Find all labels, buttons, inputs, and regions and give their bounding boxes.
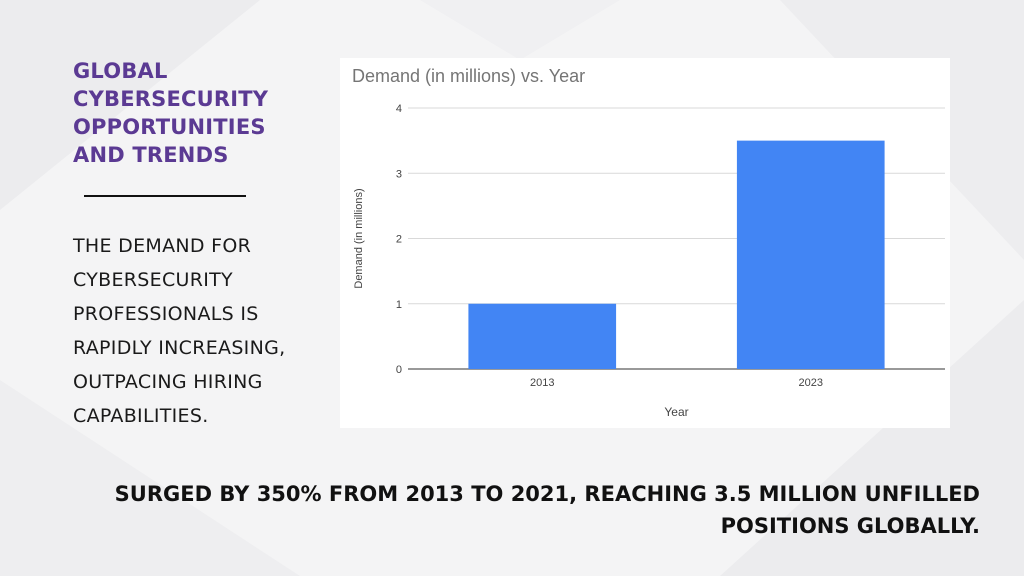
y-tick-label: 1 (396, 299, 402, 311)
bar (468, 303, 617, 369)
title-line: CYBERSECURITY (73, 87, 269, 111)
description-line: OUTPACING HIRING (73, 371, 263, 393)
y-tick-label: 2 (396, 234, 402, 246)
y-tick-label: 3 (396, 168, 402, 180)
bar-chart: Demand (in millions) vs. Year 0 1 2 3 4 2013 20… (340, 58, 950, 428)
footer-statement: SURGED BY 350% FROM 2013 TO 2021, REACHI… (40, 478, 980, 542)
y-axis-label: Demand (in millions) (353, 188, 365, 288)
description-line: THE DEMAND FOR (73, 235, 252, 257)
footer-line: SURGED BY 350% FROM 2013 TO 2021, REACHI… (114, 482, 980, 506)
x-tick-label: 2013 (530, 377, 554, 389)
title-line: AND TRENDS (73, 143, 229, 167)
description-line: PROFESSIONALS IS (73, 303, 259, 325)
title-divider (84, 195, 246, 197)
description-line: RAPIDLY INCREASING, (73, 337, 286, 359)
title-line: OPPORTUNITIES (73, 115, 266, 139)
chart-svg: Demand (in millions) vs. Year 0 1 2 3 4 2013 20… (352, 66, 945, 419)
title-line: GLOBAL (73, 59, 168, 83)
page-title: GLOBAL CYBERSECURITY OPPORTUNITIES AND T… (73, 57, 303, 169)
x-tick-label: 2023 (799, 377, 823, 389)
description-line: CYBERSECURITY (73, 269, 233, 291)
bar (736, 140, 885, 369)
description-text: THE DEMAND FOR CYBERSECURITY PROFESSIONA… (73, 229, 333, 433)
chart-title: Demand (in millions) vs. Year (352, 66, 585, 86)
y-tick-label: 4 (396, 103, 402, 115)
y-tick-label: 0 (396, 364, 402, 376)
x-axis-label: Year (664, 405, 688, 419)
footer-line: POSITIONS GLOBALLY. (720, 514, 980, 538)
description-line: CAPABILITIES. (73, 405, 209, 427)
